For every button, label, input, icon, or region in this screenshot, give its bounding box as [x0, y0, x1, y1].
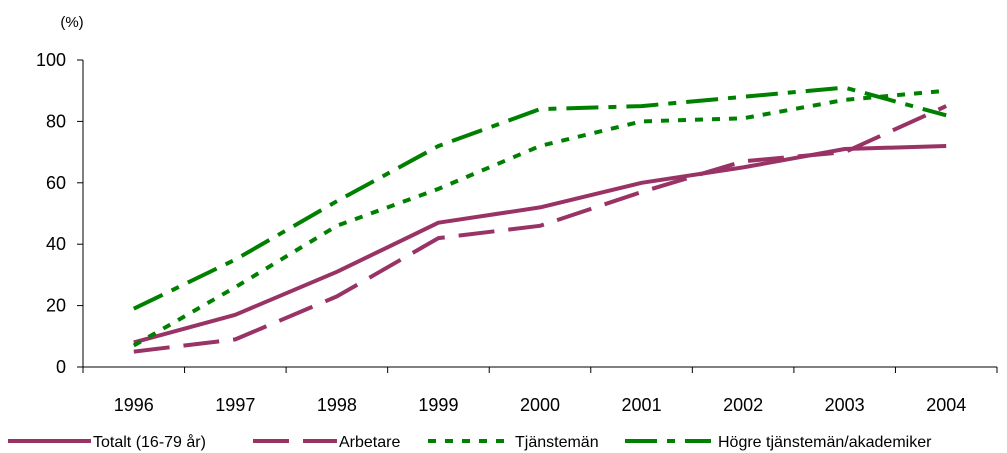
series-line-3 — [132, 88, 947, 348]
x-tick-label: 2001 — [622, 395, 662, 415]
x-tick-label: 2004 — [926, 395, 966, 415]
y-axis-label: (%) — [60, 14, 83, 31]
x-tick-label: 1997 — [215, 395, 255, 415]
legend-label-3: Tjänstemän — [515, 434, 599, 451]
legend-label-4: Högre tjänstemän/akademiker — [718, 434, 932, 451]
x-tick-label: 2000 — [520, 395, 560, 415]
x-tick-label: 2003 — [825, 395, 865, 415]
x-tick-label: 2002 — [723, 395, 763, 415]
y-tick-label: 80 — [46, 111, 66, 131]
y-tick-label: 0 — [56, 357, 66, 377]
x-tick-label: 1998 — [317, 395, 357, 415]
legend: Totalt (16-79 år) Arbetare Tjänstemän Högre… — [8, 433, 932, 451]
series-line-1 — [133, 144, 947, 345]
y-tick-label: 60 — [46, 173, 66, 193]
x-tick-label: 1996 — [114, 395, 154, 415]
series-line-2 — [133, 104, 948, 354]
series-line-4 — [132, 85, 947, 311]
y-tick-label: 40 — [46, 234, 66, 254]
legend-label-2: Arbetare — [339, 434, 400, 451]
x-tick-label: 1999 — [418, 395, 458, 415]
axes: 0 20 40 60 80 100 1996 1997 1998 1999 2000 2001 2002… — [36, 50, 998, 415]
y-tick-label: 20 — [46, 296, 66, 316]
y-tick-label: 100 — [36, 50, 66, 70]
series-layer — [132, 85, 948, 354]
legend-label-1: Totalt (16-79 år) — [93, 433, 206, 451]
